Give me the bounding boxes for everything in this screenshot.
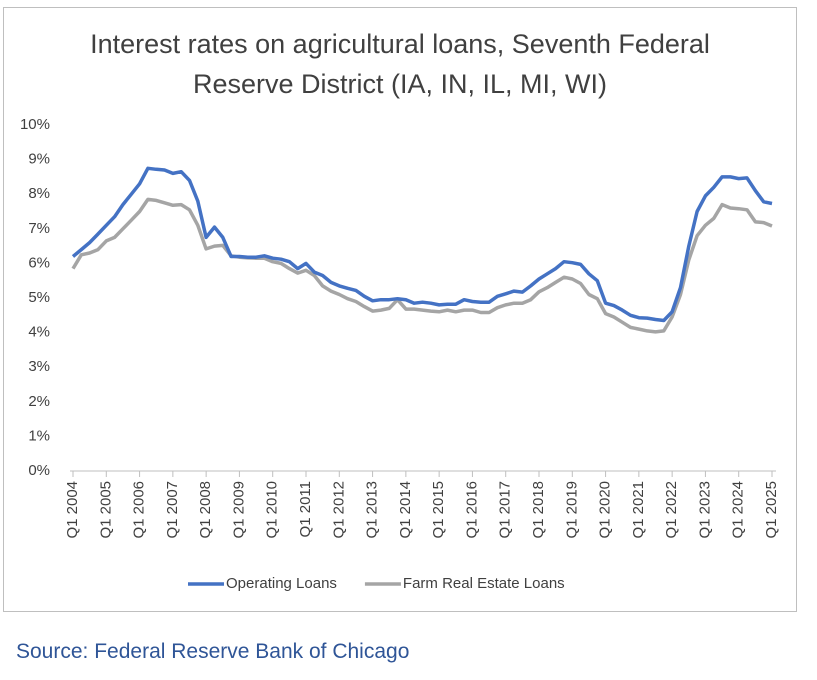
x-tick-label: Q1 2009 <box>230 481 247 539</box>
x-tick-label: Q1 2006 <box>131 481 148 539</box>
y-tick-label: 2% <box>28 393 50 410</box>
x-tick-label: Q1 2011 <box>297 481 314 537</box>
y-tick-label: 7% <box>28 220 50 237</box>
y-tick-label: 0% <box>28 462 50 479</box>
x-tick-label: Q1 2025 <box>763 481 780 539</box>
x-tick-label: Q1 2015 <box>430 481 447 539</box>
x-tick-label: Q1 2012 <box>330 481 347 539</box>
legend-label: Farm Real Estate Loans <box>403 575 565 592</box>
x-tick-label: Q1 2016 <box>463 481 480 539</box>
series-line <box>71 197 773 334</box>
y-tick-label: 3% <box>28 358 50 375</box>
chart-title: Interest rates on agricultural loans, Se… <box>90 29 710 99</box>
x-tick-label: Q1 2014 <box>397 481 414 539</box>
x-tick-label: Q1 2020 <box>597 481 614 539</box>
x-tick-label: Q1 2010 <box>264 481 281 539</box>
x-tick-label: Q1 2008 <box>197 481 214 539</box>
y-tick-label: 6% <box>28 254 50 271</box>
x-tick-label: Q1 2018 <box>530 481 547 539</box>
y-tick-label: 10% <box>20 116 50 133</box>
series-line <box>71 166 773 323</box>
y-tick-label: 4% <box>28 324 50 341</box>
x-tick-label: Q1 2021 <box>630 481 647 539</box>
x-tick-label: Q1 2013 <box>364 481 381 539</box>
x-tick-label: Q1 2024 <box>730 481 747 539</box>
source-note: Source: Federal Reserve Bank of Chicago <box>16 640 410 663</box>
y-tick-label: 9% <box>28 151 50 168</box>
x-tick-label: Q1 2007 <box>164 481 181 539</box>
x-tick-label: Q1 2004 <box>64 481 81 539</box>
y-tick-label: 5% <box>28 289 50 306</box>
legend-label: Operating Loans <box>226 575 337 592</box>
x-tick-label: Q1 2023 <box>696 481 713 539</box>
y-tick-label: 8% <box>28 185 50 202</box>
x-tick-label: Q1 2019 <box>563 481 580 539</box>
y-tick-label: 1% <box>28 427 50 444</box>
x-tick-label: Q1 2017 <box>497 481 514 539</box>
x-tick-label: Q1 2005 <box>97 481 114 539</box>
x-tick-label: Q1 2022 <box>663 481 680 539</box>
chart-border <box>3 7 797 612</box>
